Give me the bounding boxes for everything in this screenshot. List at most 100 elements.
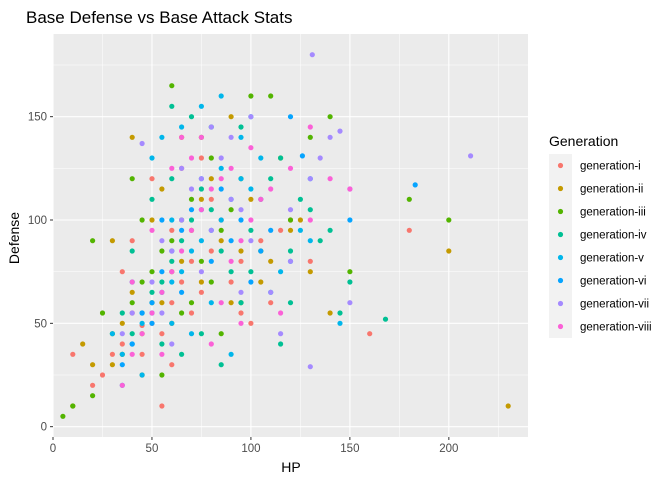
data-point-generation-i bbox=[238, 258, 244, 264]
data-point-generation-viii bbox=[258, 196, 264, 202]
data-point-generation-iii bbox=[139, 279, 145, 285]
data-point-generation-iii bbox=[188, 196, 195, 202]
data-point-generation-viii bbox=[149, 227, 155, 233]
data-point-generation-ii bbox=[228, 300, 234, 306]
data-point-generation-vii bbox=[317, 155, 323, 161]
data-point-generation-ii bbox=[109, 362, 115, 368]
axes: 0 50 100 150 200 0 50 100 150 bbox=[28, 112, 459, 455]
data-point-generation-iv bbox=[198, 331, 204, 337]
data-point-generation-ii bbox=[159, 186, 165, 192]
data-point-generation-vii bbox=[309, 52, 315, 58]
data-point-generation-vi bbox=[412, 182, 418, 188]
data-point-generation-viii bbox=[159, 289, 165, 295]
legend-key-generation-i bbox=[557, 162, 564, 169]
data-point-generation-ii bbox=[129, 134, 135, 140]
data-point-generation-v bbox=[159, 134, 165, 140]
y-tick-label: 0 bbox=[41, 422, 47, 434]
y-tick-label: 150 bbox=[28, 112, 47, 124]
data-point-generation-iv bbox=[347, 279, 353, 285]
data-point-generation-v bbox=[179, 269, 185, 275]
data-point-generation-v bbox=[218, 217, 224, 223]
data-point-generation-vii bbox=[119, 331, 125, 337]
data-point-generation-iv bbox=[248, 227, 254, 233]
data-point-generation-vii bbox=[149, 279, 155, 285]
data-point-generation-iii bbox=[198, 258, 204, 264]
data-point-generation-iv bbox=[287, 300, 294, 306]
chart-title: Base Defense vs Base Attack Stats bbox=[26, 8, 292, 27]
data-point-generation-vii bbox=[238, 289, 244, 295]
data-point-generation-i bbox=[258, 238, 264, 244]
data-point-generation-viii bbox=[218, 176, 224, 182]
data-point-generation-iv bbox=[208, 207, 214, 213]
data-point-generation-iii bbox=[307, 134, 313, 140]
legend-label-generation-vi: generation-vi bbox=[580, 276, 646, 288]
data-point-generation-i bbox=[109, 351, 115, 357]
data-point-generation-i bbox=[169, 362, 175, 368]
data-point-generation-v bbox=[139, 320, 145, 326]
data-point-generation-viii bbox=[188, 227, 195, 233]
data-point-generation-ii bbox=[208, 176, 214, 182]
data-point-generation-iv bbox=[278, 155, 284, 161]
legend-key-generation-viii bbox=[557, 323, 564, 330]
data-point-generation-iv bbox=[228, 269, 234, 275]
data-point-generation-vii bbox=[159, 238, 165, 244]
data-point-generation-vi bbox=[179, 289, 185, 295]
data-point-generation-v bbox=[297, 227, 303, 233]
data-point-generation-i bbox=[406, 227, 412, 233]
data-point-generation-viii bbox=[327, 176, 333, 182]
data-point-generation-iv bbox=[317, 238, 323, 244]
data-point-generation-iv bbox=[119, 310, 125, 316]
data-point-generation-iv bbox=[169, 103, 175, 109]
data-point-generation-i bbox=[90, 382, 96, 388]
data-point-generation-iv bbox=[149, 196, 155, 202]
data-point-generation-iii bbox=[208, 155, 214, 161]
data-point-generation-iii bbox=[218, 331, 224, 337]
data-point-generation-vii bbox=[248, 238, 254, 244]
legend-title: Generation bbox=[549, 133, 618, 149]
data-point-generation-viii bbox=[248, 217, 254, 223]
data-point-generation-viii bbox=[287, 165, 294, 171]
data-point-generation-iv bbox=[198, 186, 204, 192]
data-point-generation-vi bbox=[248, 279, 254, 285]
data-point-generation-i bbox=[169, 227, 175, 233]
data-point-generation-viii bbox=[198, 207, 204, 213]
data-point-generation-vii bbox=[347, 300, 353, 306]
legend-label-generation-iii: generation-iii bbox=[580, 207, 646, 219]
data-point-generation-i bbox=[139, 351, 145, 357]
data-point-generation-viii bbox=[238, 238, 244, 244]
data-point-generation-vi bbox=[268, 227, 274, 233]
data-point-generation-i bbox=[198, 289, 204, 295]
y-tick-label: 50 bbox=[34, 318, 47, 330]
data-point-generation-v bbox=[258, 155, 264, 161]
data-point-generation-iii bbox=[60, 413, 66, 419]
data-point-generation-vi bbox=[179, 227, 185, 233]
data-point-generation-i bbox=[169, 300, 175, 306]
data-point-generation-iii bbox=[218, 227, 224, 233]
data-point-generation-iv bbox=[179, 238, 185, 244]
legend-key-generation-vi bbox=[557, 277, 564, 284]
data-point-generation-v bbox=[179, 124, 185, 130]
data-point-generation-viii bbox=[268, 186, 274, 192]
data-point-generation-v bbox=[149, 155, 155, 161]
data-point-generation-iv bbox=[287, 248, 294, 254]
legend-key-generation-ii bbox=[557, 185, 564, 192]
data-point-generation-iv bbox=[218, 248, 224, 254]
data-point-generation-ii bbox=[287, 227, 294, 233]
data-point-generation-iii bbox=[446, 217, 452, 223]
data-point-generation-i bbox=[248, 320, 254, 326]
data-point-generation-iv bbox=[169, 176, 175, 182]
data-point-generation-v bbox=[198, 103, 204, 109]
data-point-generation-viii bbox=[179, 134, 185, 140]
data-point-generation-v bbox=[188, 331, 195, 337]
data-point-generation-ii bbox=[238, 248, 244, 254]
data-point-generation-ii bbox=[228, 114, 234, 120]
data-point-generation-viii bbox=[347, 186, 353, 192]
data-point-generation-vi bbox=[119, 362, 125, 368]
data-point-generation-iv bbox=[307, 207, 313, 213]
data-point-generation-i bbox=[307, 258, 313, 264]
data-point-generation-v bbox=[238, 176, 244, 182]
data-point-generation-iii bbox=[268, 93, 274, 99]
x-tick-label: 200 bbox=[439, 443, 458, 455]
data-point-generation-vii bbox=[307, 364, 313, 370]
